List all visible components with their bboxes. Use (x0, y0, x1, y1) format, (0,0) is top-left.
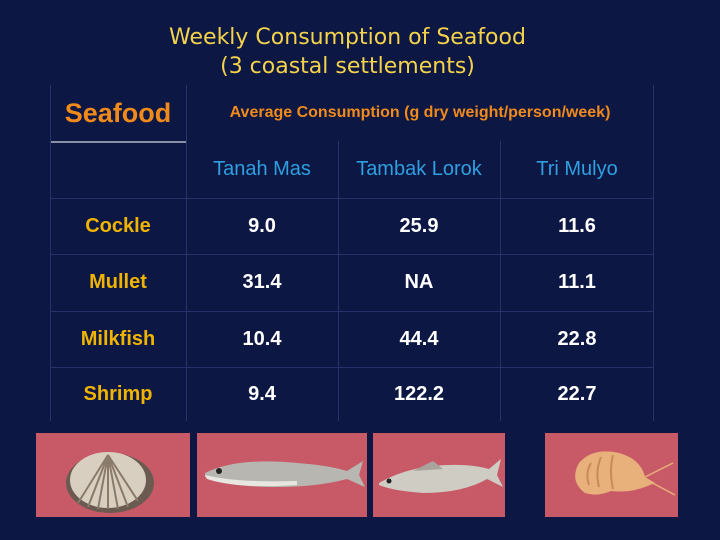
site-header-tri-mulyo: Tri Mulyo (536, 158, 618, 180)
table-cell: 25.9 (399, 214, 439, 237)
mullet-photo (197, 433, 367, 517)
site-header-tanah-mas: Tanah Mas (213, 158, 311, 180)
row-label-mullet: Mullet (89, 271, 147, 293)
table-cell: 22.8 (557, 327, 597, 350)
row-label-milkfish: Milkfish (80, 327, 156, 350)
table-cell: 22.7 (557, 382, 597, 405)
slide-title: Weekly Consumption of Seafood (169, 25, 526, 50)
milkfish-photo (373, 433, 505, 517)
table-cell: 11.6 (558, 214, 596, 237)
table-cell: 44.4 (399, 327, 439, 350)
table-cell: 9.0 (248, 214, 276, 237)
row-label-cockle: Cockle (85, 214, 151, 237)
slide-subtitle: (3 coastal settlements) (220, 54, 475, 79)
shrimp-photo (545, 433, 678, 517)
site-header-tambak-lorok: Tambak Lorok (356, 158, 482, 180)
consumption-header: Average Consumption (g dry weight/person… (229, 104, 611, 121)
table-cell: 31.4 (242, 271, 282, 293)
cockle-photo (36, 433, 190, 517)
table-cell: 9.4 (248, 382, 276, 405)
seafood-header: Seafood (64, 97, 172, 128)
table-cell: NA (404, 271, 434, 293)
table-cell: 10.4 (242, 327, 282, 350)
consumption-table: Seafood Average Consumption (g dry weigh… (50, 85, 654, 421)
table-cell: 122.2 (393, 382, 445, 405)
row-label-shrimp: Shrimp (83, 382, 153, 405)
table-cell: 11.1 (558, 271, 596, 293)
